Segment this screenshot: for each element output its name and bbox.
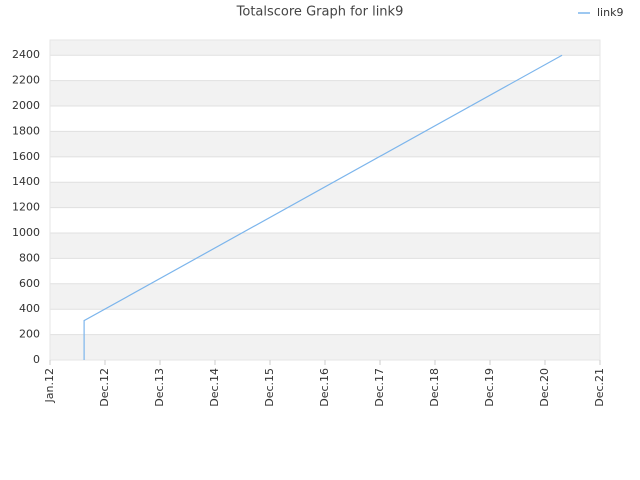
x-tick-label: Dec.15 bbox=[263, 368, 276, 407]
x-tick-label: Jan.12 bbox=[43, 368, 56, 403]
x-tick-label: Dec.17 bbox=[373, 368, 386, 407]
y-tick-label: 2000 bbox=[12, 99, 40, 112]
y-tick-label: 1000 bbox=[12, 226, 40, 239]
grid-band bbox=[50, 131, 600, 157]
y-tick-label: 400 bbox=[19, 302, 40, 315]
x-tick-label: Dec.20 bbox=[538, 368, 551, 407]
grid-band bbox=[50, 334, 600, 360]
x-tick-label: Dec.14 bbox=[208, 368, 221, 407]
x-tick-label: Dec.21 bbox=[593, 368, 606, 407]
y-tick-label: 200 bbox=[19, 328, 40, 341]
legend-label: link9 bbox=[597, 6, 623, 19]
x-tick-label: Dec.16 bbox=[318, 368, 331, 407]
chart-title: Totalscore Graph for link9 bbox=[236, 5, 404, 20]
grid-band bbox=[50, 233, 600, 259]
y-tick-label: 1200 bbox=[12, 201, 40, 214]
y-tick-label: 1400 bbox=[12, 175, 40, 188]
y-tick-label: 1600 bbox=[12, 150, 40, 163]
y-tick-label: 600 bbox=[19, 277, 40, 290]
y-tick-label: 0 bbox=[33, 353, 40, 366]
series-line bbox=[83, 54, 563, 360]
y-tick-label: 2200 bbox=[12, 74, 40, 87]
x-tick-label: Dec.12 bbox=[98, 368, 111, 407]
x-tick-label: Dec.19 bbox=[483, 368, 496, 407]
y-tick-label: 2400 bbox=[12, 48, 40, 61]
y-tick-label: 800 bbox=[19, 251, 40, 264]
y-tick-label: 1800 bbox=[12, 124, 40, 137]
grid-band bbox=[50, 283, 600, 310]
x-tick-label: Dec.13 bbox=[153, 368, 166, 407]
grid-band bbox=[50, 80, 600, 107]
grid-band bbox=[50, 182, 600, 208]
grid-band bbox=[50, 40, 600, 56]
x-tick-label: Dec.18 bbox=[428, 368, 441, 407]
